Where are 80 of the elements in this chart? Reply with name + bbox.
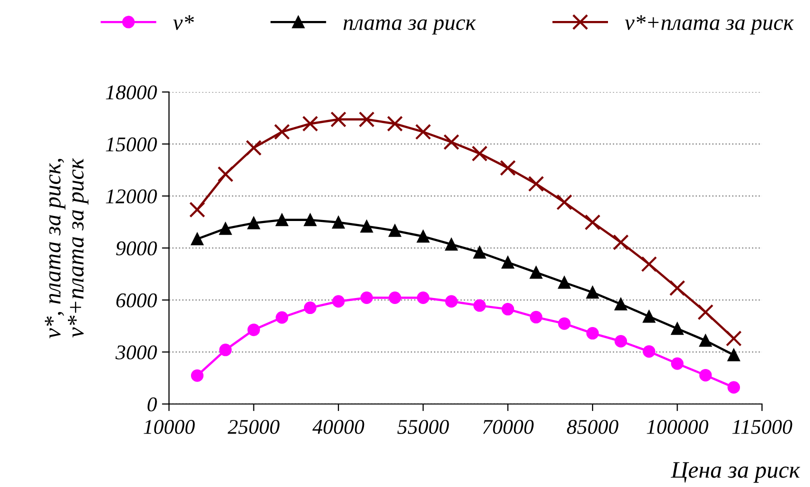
point [556, 194, 572, 210]
point [443, 134, 460, 150]
point [386, 116, 403, 132]
x-tick-label: 100000 [646, 420, 708, 434]
point [332, 216, 345, 229]
point [190, 369, 204, 382]
point [614, 298, 628, 310]
x-tick-label: 25000 [228, 420, 280, 434]
x-tick-label: 55000 [397, 420, 449, 434]
point [558, 317, 571, 330]
y-tick-label: 0 [148, 397, 157, 412]
point [500, 160, 516, 176]
x-tick-label: 85000 [566, 420, 618, 434]
y-tick-label: 12000 [106, 189, 157, 204]
point [332, 295, 345, 308]
point [502, 256, 514, 269]
point [276, 311, 288, 324]
y-tick-label: 6000 [116, 293, 157, 308]
point [699, 334, 712, 347]
y-tick-label: 18000 [106, 85, 157, 100]
point [445, 238, 458, 251]
legend-label: v*+плата за риск [624, 15, 794, 35]
point [360, 291, 373, 304]
point [726, 330, 742, 346]
point [302, 116, 318, 132]
point [530, 266, 542, 279]
point [669, 280, 686, 296]
point [247, 324, 260, 336]
point [728, 381, 740, 394]
point [502, 302, 514, 316]
point [586, 286, 599, 299]
point [304, 302, 316, 314]
point [612, 234, 629, 250]
point [699, 368, 712, 382]
point [473, 299, 486, 312]
point [528, 176, 544, 192]
point [304, 214, 316, 226]
x-tick-label: 40000 [312, 420, 364, 434]
point [219, 222, 232, 235]
point [330, 111, 346, 128]
point [473, 246, 486, 259]
point [728, 348, 740, 362]
x-tick-label: 10000 [144, 420, 195, 434]
point [358, 111, 375, 128]
point [584, 214, 601, 230]
point [671, 322, 684, 335]
point [586, 327, 599, 340]
point [388, 224, 402, 237]
point [276, 214, 288, 226]
legend-label: v* [173, 15, 194, 30]
y-tick-label: 15000 [106, 137, 157, 152]
y-axis-title: v*, плата за риск, v*+плата за риск [44, 158, 88, 338]
point [445, 295, 458, 308]
x-tick-label: 70000 [483, 420, 534, 434]
y-tick-label: 3000 [116, 345, 157, 360]
point [558, 276, 571, 289]
x-tick-label: 115000 [732, 420, 792, 434]
legend-label: плата за риск [344, 19, 476, 35]
point [671, 357, 684, 370]
point [472, 146, 488, 162]
point [189, 202, 206, 218]
point [247, 216, 260, 230]
point [274, 124, 290, 140]
point [360, 220, 373, 233]
point [388, 291, 402, 304]
point [415, 124, 432, 140]
point [698, 304, 714, 320]
y-tick-label: 9000 [116, 241, 157, 256]
point [641, 256, 658, 272]
point [642, 310, 656, 323]
x-axis-title: Цена за риск [670, 462, 800, 483]
point [190, 232, 204, 246]
point [219, 344, 232, 356]
point [416, 230, 430, 243]
point [530, 310, 542, 324]
point [642, 345, 656, 358]
point [217, 166, 234, 182]
point [416, 291, 430, 304]
point [246, 140, 262, 156]
point [614, 335, 628, 348]
